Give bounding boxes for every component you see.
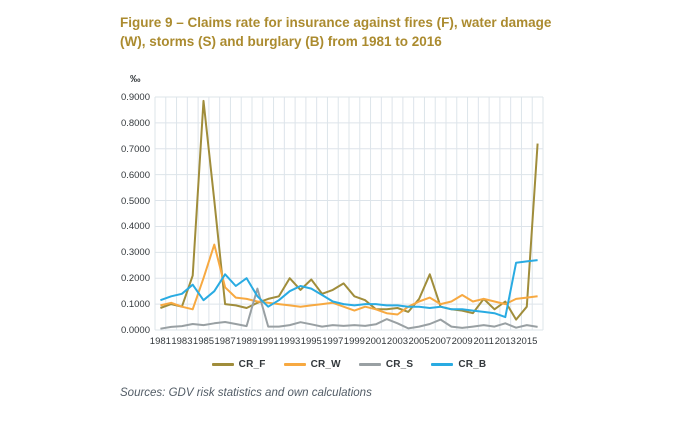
source-note: Sources: GDV risk statistics and own cal… — [120, 387, 372, 399]
x-tick-label: 1993 — [279, 336, 301, 347]
series-line-cr-s — [160, 287, 538, 330]
x-tick-label: 1991 — [257, 336, 279, 347]
x-tick-label: 1995 — [300, 336, 322, 347]
y-tick-label: 0.0000 — [120, 325, 150, 336]
x-tick-label: 1983 — [171, 336, 193, 347]
legend-swatch-cr-s — [358, 363, 381, 366]
x-tick-label: 2007 — [430, 336, 452, 347]
chart-plot-area — [154, 96, 544, 331]
x-tick-label: 1997 — [322, 336, 344, 347]
y-tick-label: 0.7000 — [120, 143, 150, 155]
y-axis-unit-label: ‰ — [130, 73, 141, 85]
y-tick-label: 0.9000 — [120, 92, 150, 103]
y-tick-label: 0.4000 — [120, 221, 150, 233]
x-tick-label: 1999 — [343, 336, 365, 347]
y-tick-label: 0.5000 — [120, 195, 150, 207]
legend-item-cr-w: CR_W — [283, 359, 341, 370]
x-tick-label: 1981 — [149, 336, 171, 347]
series-line-cr-b — [160, 259, 538, 319]
y-tick-label: 0.3000 — [120, 247, 150, 259]
figure-title: Figure 9 – Claims rate for insurance aga… — [120, 15, 552, 49]
x-tick-label: 1989 — [236, 336, 258, 347]
legend-item-cr-b: CR_B — [431, 359, 486, 370]
legend-label-cr-w: CR_W — [310, 359, 341, 370]
x-tick-label: 2015 — [516, 336, 538, 347]
legend-label-cr-s: CR_S — [385, 359, 414, 370]
legend-item-cr-f: CR_F — [211, 359, 266, 370]
legend-swatch-cr-w — [283, 363, 306, 366]
legend-swatch-cr-b — [431, 363, 454, 366]
legend-swatch-cr-f — [211, 363, 234, 366]
legend-item-cr-s: CR_S — [358, 359, 414, 370]
x-tick-label: 2005 — [408, 336, 430, 347]
x-tick-label: 2013 — [494, 336, 516, 347]
x-tick-label: 1985 — [192, 336, 215, 347]
x-tick-label: 2009 — [451, 336, 473, 347]
y-tick-label: 0.1000 — [120, 299, 150, 311]
x-tick-label: 1987 — [214, 336, 236, 347]
x-tick-label: 2003 — [386, 336, 409, 347]
y-tick-label: 0.8000 — [120, 117, 150, 129]
y-tick-label: 0.2000 — [120, 273, 150, 285]
legend-label-cr-f: CR_F — [238, 359, 266, 370]
chart-legend: CR_F CR_W CR_S CR_B — [154, 359, 544, 370]
x-tick-label: 2001 — [365, 336, 387, 347]
legend-label-cr-b: CR_B — [458, 359, 487, 370]
series-line-cr-w — [160, 243, 538, 316]
x-tick-label: 2011 — [473, 336, 494, 347]
y-tick-label: 0.6000 — [120, 169, 150, 181]
